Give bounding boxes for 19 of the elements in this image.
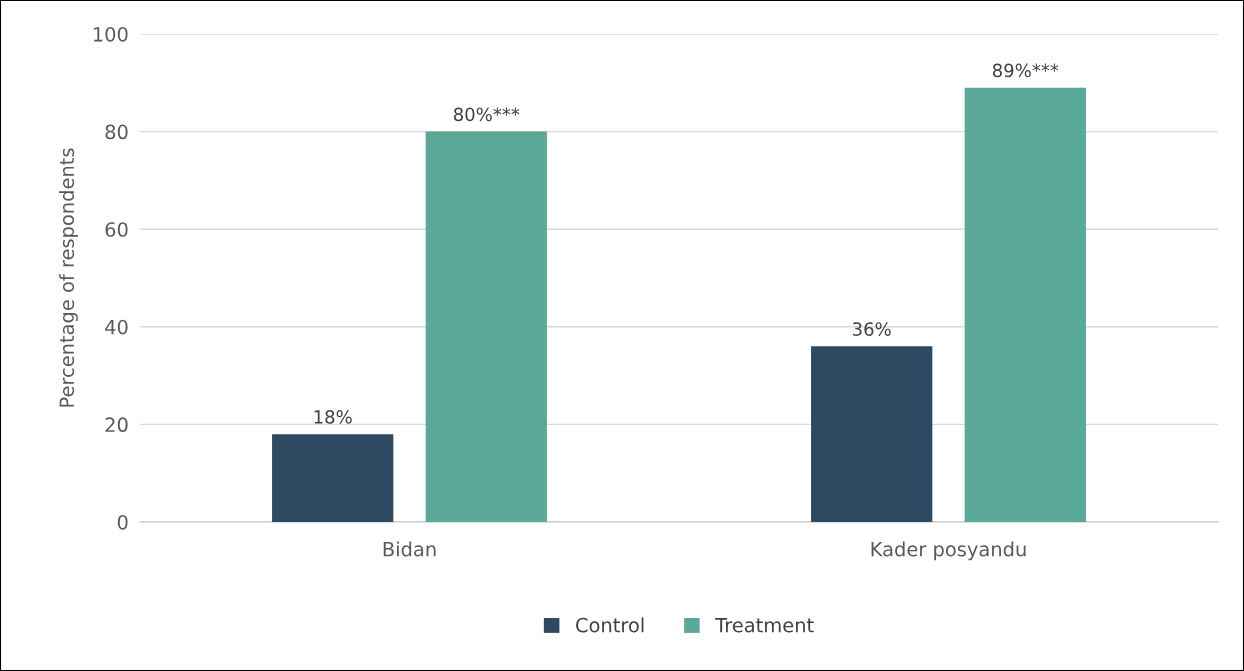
y-tick-label: 60 bbox=[105, 222, 128, 237]
data-label: 89%*** bbox=[992, 63, 1059, 78]
y-tick-label: 80 bbox=[105, 124, 128, 140]
y-tick-label: 0 bbox=[117, 514, 128, 530]
y-axis-title: Percentage of respondents bbox=[59, 148, 78, 407]
y-tick-label: 100 bbox=[93, 26, 128, 42]
legend-label: Control bbox=[576, 617, 644, 633]
bar bbox=[272, 434, 394, 522]
bar bbox=[811, 346, 933, 522]
data-label: 36% bbox=[853, 322, 891, 336]
bar bbox=[964, 87, 1086, 522]
bar bbox=[425, 131, 547, 522]
data-label: 18% bbox=[314, 410, 352, 424]
legend-label: Treatment bbox=[715, 618, 814, 633]
y-tick-label: 40 bbox=[105, 319, 128, 335]
x-tick-label: Kader posyandu bbox=[871, 541, 1026, 561]
x-tick-label: Bidan bbox=[383, 541, 436, 557]
y-tick-label: 20 bbox=[105, 417, 128, 433]
data-label: 80%*** bbox=[453, 107, 520, 122]
